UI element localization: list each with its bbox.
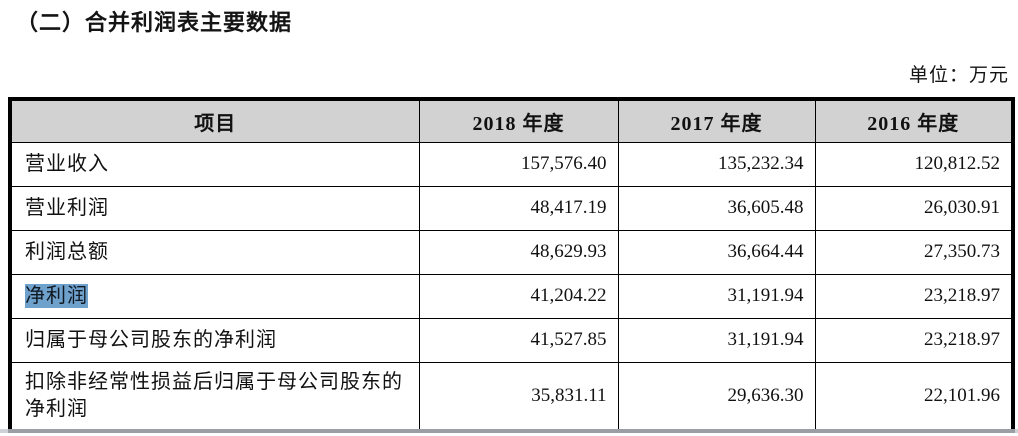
value-2017: 36,605.48 <box>617 185 816 231</box>
value-2016: 23,218.97 <box>814 317 1014 363</box>
table-header-row: 项目 2018 年度 2017 年度 2016 年度 <box>9 98 1014 143</box>
column-header-2016: 2016 年度 <box>814 98 1014 143</box>
value-2018: 48,629.93 <box>418 229 619 275</box>
value-2017: 36,664.44 <box>617 229 816 275</box>
row-label: 归属于母公司股东的净利润 <box>9 317 420 363</box>
value-2016: 23,218.97 <box>814 273 1014 319</box>
row-label: 营业收入 <box>9 141 420 187</box>
table-row: 归属于母公司股东的净利润 41,527.85 31,191.94 23,218.… <box>9 317 1014 363</box>
unit-label: 单位：万元 <box>908 65 1009 86</box>
value-2018: 157,576.40 <box>418 141 619 187</box>
row-label: 利润总额 <box>9 229 420 275</box>
income-statement-table-wrap: 项目 2018 年度 2017 年度 2016 年度 营业收入 157,576.… <box>8 97 1015 433</box>
value-2016: 26,030.91 <box>814 185 1014 231</box>
table-row: 营业收入 157,576.40 135,232.34 120,812.52 <box>9 141 1014 187</box>
value-2016: 27,350.73 <box>814 229 1014 275</box>
column-header-item: 项目 <box>9 98 420 143</box>
value-2018: 41,527.85 <box>418 317 619 363</box>
value-2017: 31,191.94 <box>617 273 816 319</box>
value-2018: 48,417.19 <box>418 185 619 231</box>
highlighted-text: 净利润 <box>25 283 88 308</box>
section-title: （二）合并利润表主要数据 <box>16 10 293 35</box>
value-2017: 31,191.94 <box>617 317 816 363</box>
table-row: 净利润 41,204.22 31,191.94 23,218.97 <box>9 273 1014 319</box>
row-label: 净利润 <box>9 273 420 319</box>
column-header-2017: 2017 年度 <box>617 98 816 143</box>
row-label: 扣除非经常性损益后归属于母公司股东的净利润 <box>9 361 420 431</box>
value-2016: 120,812.52 <box>814 141 1014 187</box>
income-statement-table: 项目 2018 年度 2017 年度 2016 年度 营业收入 157,576.… <box>8 97 1015 433</box>
value-2017: 135,232.34 <box>617 141 816 187</box>
row-label: 营业利润 <box>9 185 420 231</box>
value-2018: 41,204.22 <box>418 273 619 319</box>
table-row: 扣除非经常性损益后归属于母公司股东的净利润 35,831.11 29,636.3… <box>9 361 1014 431</box>
table-row: 营业利润 48,417.19 36,605.48 26,030.91 <box>9 185 1014 231</box>
page-edge-shadow <box>0 429 1018 433</box>
value-2018: 35,831.11 <box>418 361 619 431</box>
column-header-2018: 2018 年度 <box>418 98 619 143</box>
value-2016: 22,101.96 <box>814 361 1014 431</box>
value-2017: 29,636.30 <box>617 361 816 431</box>
table-row: 利润总额 48,629.93 36,664.44 27,350.73 <box>9 229 1014 275</box>
